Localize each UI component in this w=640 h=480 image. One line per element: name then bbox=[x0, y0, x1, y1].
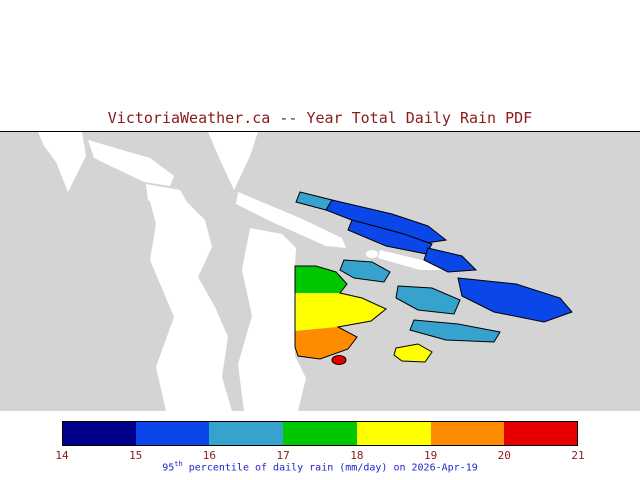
caption-superscript: th bbox=[174, 460, 183, 468]
region-small-island-cluster bbox=[423, 247, 478, 273]
colorbar bbox=[62, 421, 578, 450]
region-peninsula-block-middle bbox=[295, 293, 386, 331]
colorbar-segment-20-21 bbox=[504, 421, 578, 446]
map-area bbox=[0, 131, 640, 411]
colorbar-tick-15: 15 bbox=[129, 449, 143, 462]
coastline-shape bbox=[238, 228, 306, 411]
colorbar-tick-14: 14 bbox=[55, 449, 69, 462]
coastline-shape bbox=[148, 194, 232, 411]
region-mid-cyan-patch-west bbox=[339, 259, 391, 283]
region-peninsula-block-outline bbox=[294, 265, 387, 360]
region-mid-cyan-patch-south bbox=[409, 319, 501, 343]
colorbar-tick-19: 19 bbox=[423, 449, 438, 462]
caption-value: 95 bbox=[162, 462, 175, 474]
colorbar-segment-17-18 bbox=[283, 421, 357, 446]
region-northwest-island-strip bbox=[325, 199, 448, 245]
map-svg bbox=[0, 132, 640, 411]
coastline-shape bbox=[236, 192, 346, 248]
region-east-large-island bbox=[457, 277, 573, 323]
colorbar-tick-16: 16 bbox=[202, 449, 217, 462]
colorbar-caption: 95th percentile of daily rain (mm/day) o… bbox=[0, 460, 640, 473]
region-small-southeast-islet bbox=[393, 343, 433, 363]
coastline-shapes bbox=[38, 132, 444, 411]
coastline-shape bbox=[208, 132, 258, 190]
coastline-shape bbox=[378, 250, 444, 270]
colorbar-tick-20: 20 bbox=[497, 449, 511, 462]
region-mid-cyan-patch-center bbox=[395, 285, 461, 315]
figure-title: VictoriaWeather.ca -- Year Total Daily R… bbox=[107, 109, 533, 127]
colorbar-segment-15-16 bbox=[136, 421, 209, 446]
colorbar-tick-18: 18 bbox=[350, 449, 364, 462]
coastline-shape bbox=[366, 250, 378, 258]
colorbar-segment-16-17 bbox=[209, 421, 283, 446]
colorbar-segment-18-19 bbox=[357, 421, 431, 446]
colorbar-tick-21: 21 bbox=[571, 449, 585, 462]
caption-text: percentile of daily rain (mm/day) on 202… bbox=[182, 462, 478, 474]
region-peninsula-block-north bbox=[295, 266, 347, 293]
colorbar-tick-17: 17 bbox=[276, 449, 290, 462]
colorbar-segment-19-20 bbox=[431, 421, 504, 446]
data-regions bbox=[294, 191, 573, 365]
coastline-shape bbox=[38, 132, 86, 192]
region-small-south-spot bbox=[331, 355, 347, 365]
colorbar-border bbox=[62, 421, 578, 446]
coastline-shape bbox=[88, 140, 174, 186]
colorbar-svg bbox=[62, 421, 578, 446]
colorbar-segment-14-15 bbox=[62, 421, 136, 446]
